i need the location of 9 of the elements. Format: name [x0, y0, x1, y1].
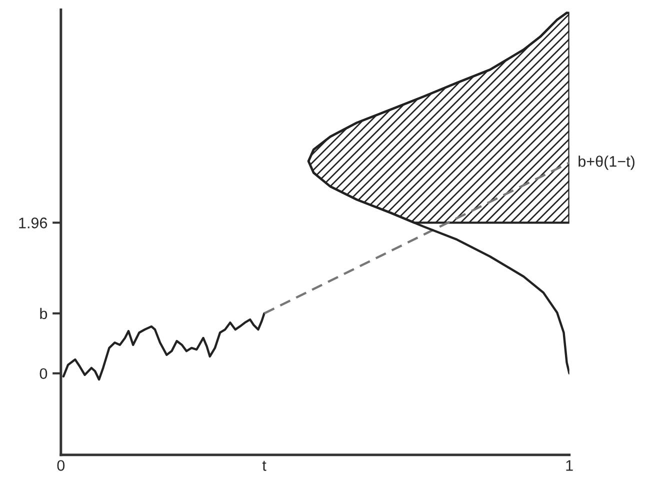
x-tick-label: 1: [566, 460, 573, 471]
y-tick-label: b: [40, 308, 48, 320]
x-tick-label: t: [262, 460, 266, 471]
y-tick-label: 0: [40, 368, 48, 380]
line-series: [62, 312, 266, 381]
annotation: b+θ(1−t): [578, 156, 634, 170]
line-series: [307, 12, 570, 374]
x-tick-label: 0: [57, 460, 65, 471]
y-tick-label: 1.96: [19, 218, 48, 228]
